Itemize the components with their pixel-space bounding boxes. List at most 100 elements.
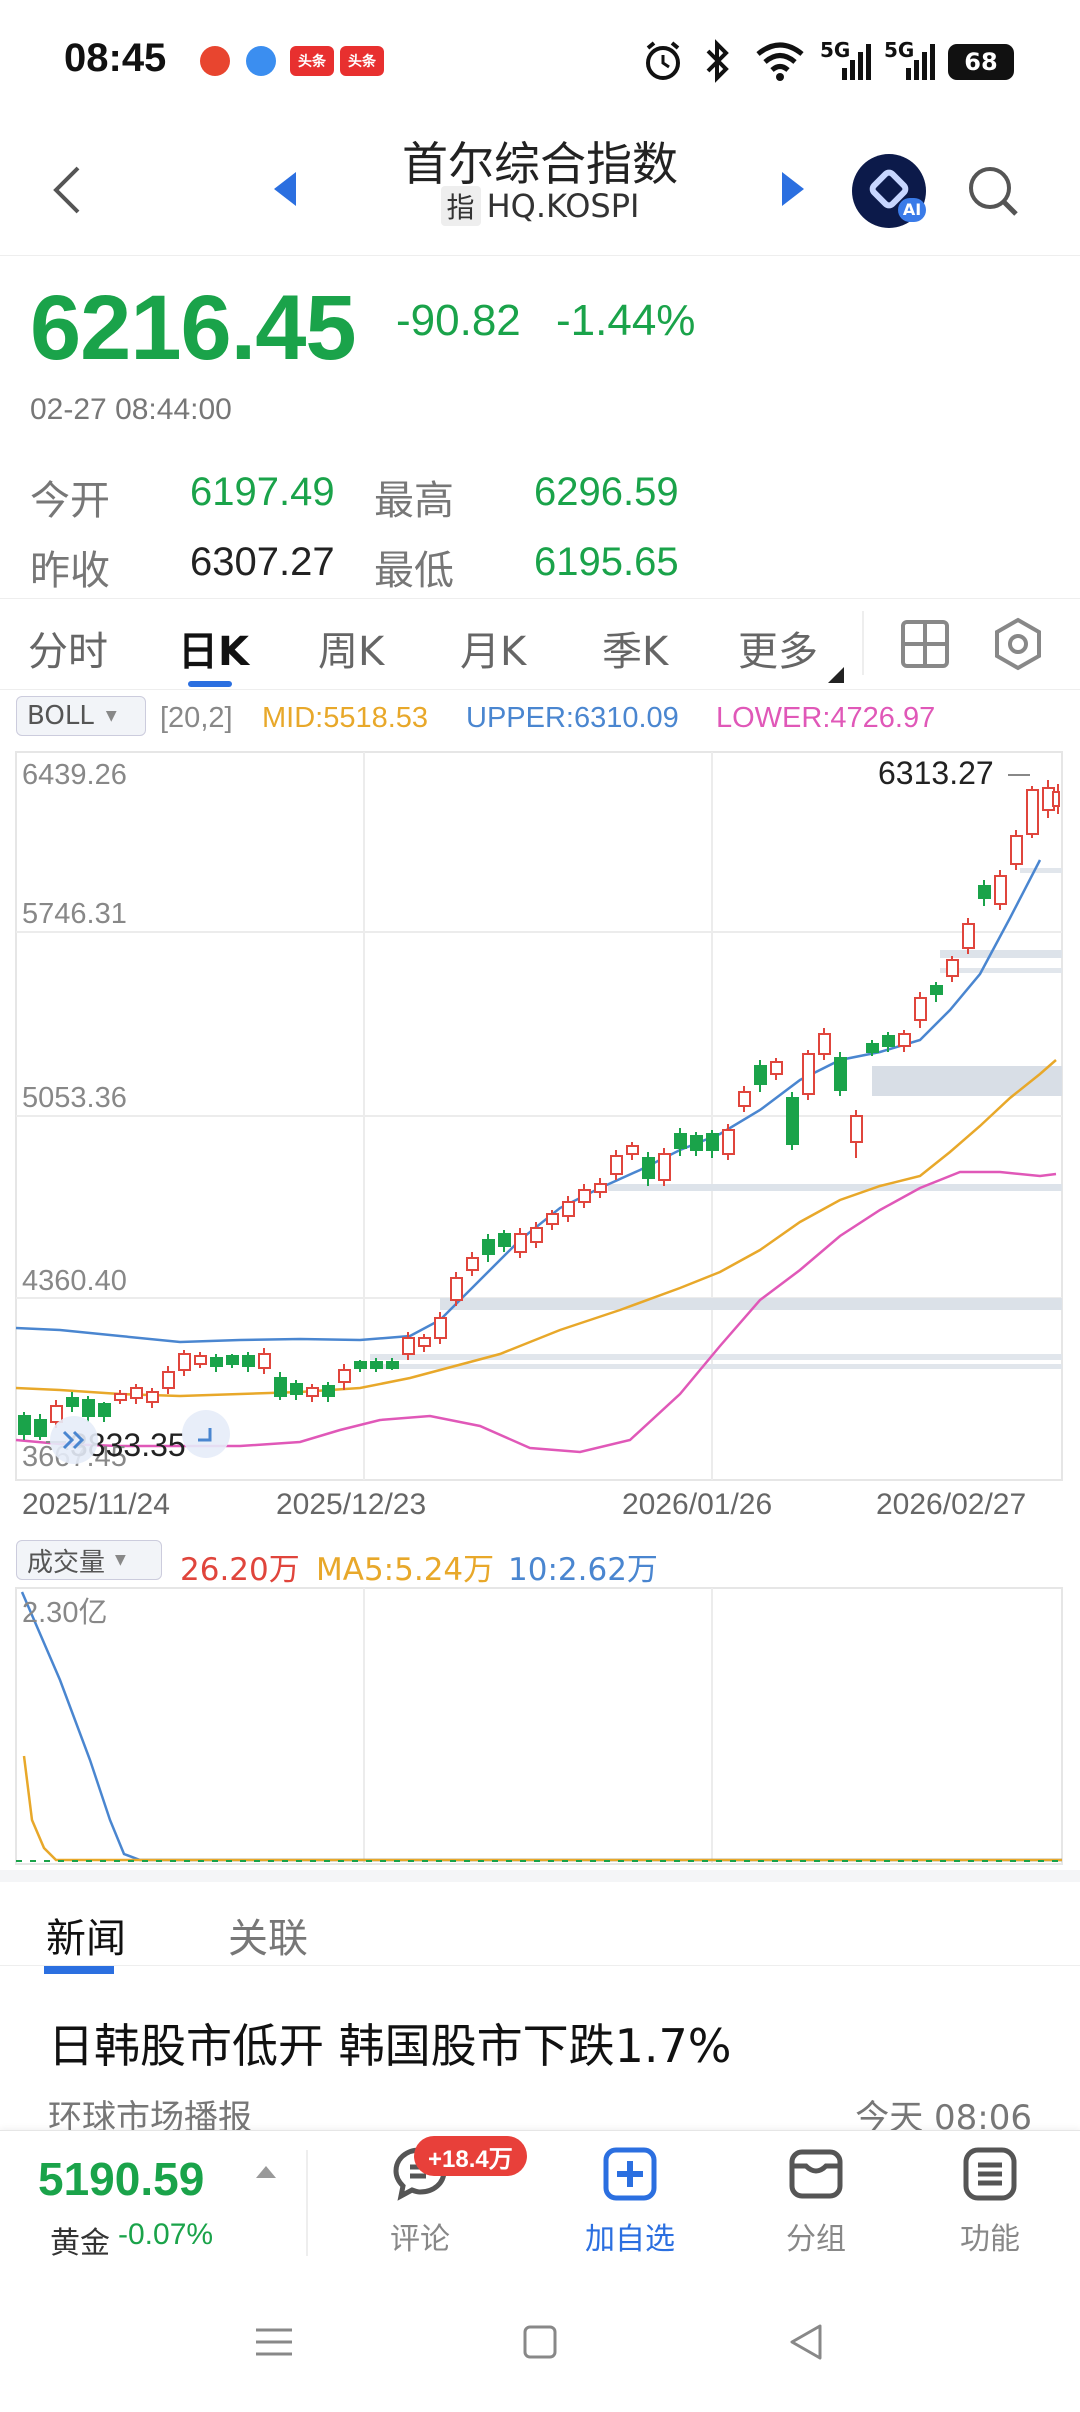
price-change: -90.82 (396, 296, 521, 345)
indicator-mid: MID:5518.53 (262, 702, 429, 734)
price-band (940, 968, 1062, 973)
add-watchlist-button[interactable]: 加自选 (560, 2144, 700, 2258)
signal-icon-2 (906, 44, 935, 80)
candlesticks (18, 780, 1060, 1440)
network-label-2: 5G (884, 38, 915, 62)
wifi-icon (756, 42, 804, 81)
group-label: 分组 (786, 2222, 846, 2257)
toutiao-notification: 头条 (290, 46, 334, 76)
news-headline[interactable]: 日韩股市低开 韩国股市下跌1.7% (48, 2019, 732, 2073)
indicator-select[interactable]: BOLL ▼ (16, 696, 146, 736)
system-nav-bar (0, 2282, 1080, 2412)
y-tick-label: 6439.26 (22, 759, 127, 791)
index-tag: 指 (440, 186, 481, 226)
ai-badge: AI (898, 198, 926, 222)
prev-close-value: 6307.27 (190, 540, 335, 584)
boll-lower-line (15, 1170, 1057, 1454)
open-label: 今开 (30, 478, 110, 524)
group-button[interactable]: 分组 (746, 2144, 886, 2258)
low-value: 6195.65 (534, 540, 679, 584)
stock-code-text: HQ.KOSPI (486, 187, 640, 225)
chart-grid (16, 752, 1062, 1480)
dropdown-corner-icon (828, 667, 844, 683)
tab-related[interactable]: 关联 (228, 1916, 308, 1962)
gold-ticker-name: 黄金 (50, 2226, 110, 2261)
status-bar: 08:45 头条 头条 5G 5G 68 (0, 0, 1080, 120)
double-chevron-right-icon (62, 1430, 85, 1450)
price-band (370, 1354, 1062, 1360)
search-icon[interactable] (966, 164, 1022, 220)
ai-icon (869, 169, 909, 209)
gold-ticker-price[interactable]: 5190.59 (38, 2153, 205, 2205)
comment-label: 评论 (390, 2222, 450, 2257)
volume-value: 26.20万 (180, 1552, 300, 1588)
add-watchlist-icon (603, 2147, 657, 2201)
high-value: 6296.59 (534, 470, 679, 514)
page-title: 首尔综合指数 (402, 137, 678, 191)
stock-code: 指 HQ.KOSPI (0, 186, 1080, 226)
indicator-name: BOLL (27, 701, 94, 731)
back-nav-icon[interactable] (786, 2322, 826, 2362)
price-band (440, 1298, 1062, 1310)
volume-ma5-line (22, 1755, 1062, 1862)
kline-chart[interactable]: 6439.26 5746.31 5053.36 4360.40 3667.45 … (0, 740, 1080, 1520)
menu-icon[interactable] (254, 2322, 294, 2362)
toutiao-notification-2: 头条 (340, 46, 384, 76)
tab-weekly-k[interactable]: 周K (318, 629, 385, 675)
volume-indicator-select[interactable]: 成交量 ▼ (16, 1540, 162, 1580)
x-tick-label: 2026/01/26 (622, 1488, 772, 1520)
volume-ma10-line (20, 1591, 1062, 1862)
chevron-down-icon: ▼ (105, 708, 117, 724)
prev-stock-icon[interactable] (270, 170, 300, 208)
ai-assistant-button[interactable]: AI (852, 154, 926, 228)
y-tick-label: 4360.40 (22, 1265, 127, 1297)
network-label-1: 5G (820, 38, 851, 62)
chart-period-tabs: 分时 日K 周K 月K 季K 更多 (0, 598, 1080, 690)
alarm-icon (646, 41, 680, 80)
price-band (872, 1066, 1062, 1096)
volume-ma10: 10:2.62万 (508, 1552, 658, 1588)
chevron-down-icon: ▼ (115, 1552, 126, 1568)
header: 首尔综合指数 指 HQ.KOSPI AI (0, 120, 1080, 256)
function-button[interactable]: 功能 (920, 2144, 1060, 2258)
high-label: 最高 (374, 478, 454, 524)
signal-icon (842, 44, 871, 80)
status-time: 08:45 (64, 36, 167, 80)
indicator-upper: UPPER:6310.09 (466, 702, 679, 734)
settings-icon[interactable] (992, 617, 1044, 671)
volume-indicator-name: 成交量 (27, 1547, 106, 1578)
zoom-button[interactable] (182, 1410, 230, 1458)
tabs-divider (862, 611, 864, 675)
next-stock-icon[interactable] (778, 170, 808, 208)
tab-monthly-k[interactable]: 月K (460, 629, 527, 675)
active-tab-underline (188, 681, 232, 687)
grid-layout-icon[interactable] (900, 619, 950, 669)
x-tick-label: 2026/02/27 (876, 1488, 1026, 1520)
current-price: 6216.45 (30, 277, 357, 379)
function-label: 功能 (960, 2222, 1020, 2257)
gold-ticker-change: -0.07% (118, 2218, 214, 2251)
price-band (1020, 868, 1062, 873)
bottom-divider (306, 2150, 308, 2256)
back-icon[interactable] (48, 162, 88, 218)
y-tick-label: 5746.31 (22, 898, 127, 930)
bottom-action-bar (0, 2130, 1080, 2282)
ticker-expand-icon[interactable] (254, 2162, 278, 2180)
tab-quarterly-k[interactable]: 季K (602, 629, 669, 675)
tab-news[interactable]: 新闻 (46, 1916, 126, 1962)
x-tick-label: 2025/11/24 (22, 1488, 170, 1520)
tab-more[interactable]: 更多 (738, 629, 818, 675)
volume-chart[interactable]: 2.30亿 (0, 1580, 1080, 1870)
home-icon[interactable] (522, 2324, 558, 2360)
comment-count-badge: +18.4万 (414, 2136, 527, 2176)
price-band (608, 1184, 1062, 1191)
x-tick-label: 2025/12/23 (276, 1488, 426, 1520)
tab-intraday[interactable]: 分时 (28, 629, 108, 675)
tab-daily-k[interactable]: 日K (178, 629, 249, 675)
volume-frame (15, 1587, 1063, 1865)
app-notification-icon (200, 46, 230, 76)
indicator-lower: LOWER:4726.97 (716, 702, 936, 734)
quote-time: 02-27 08:44:00 (30, 393, 232, 426)
volume-y-tick: 2.30亿 (22, 1596, 107, 1629)
low-label: 最低 (374, 548, 454, 594)
